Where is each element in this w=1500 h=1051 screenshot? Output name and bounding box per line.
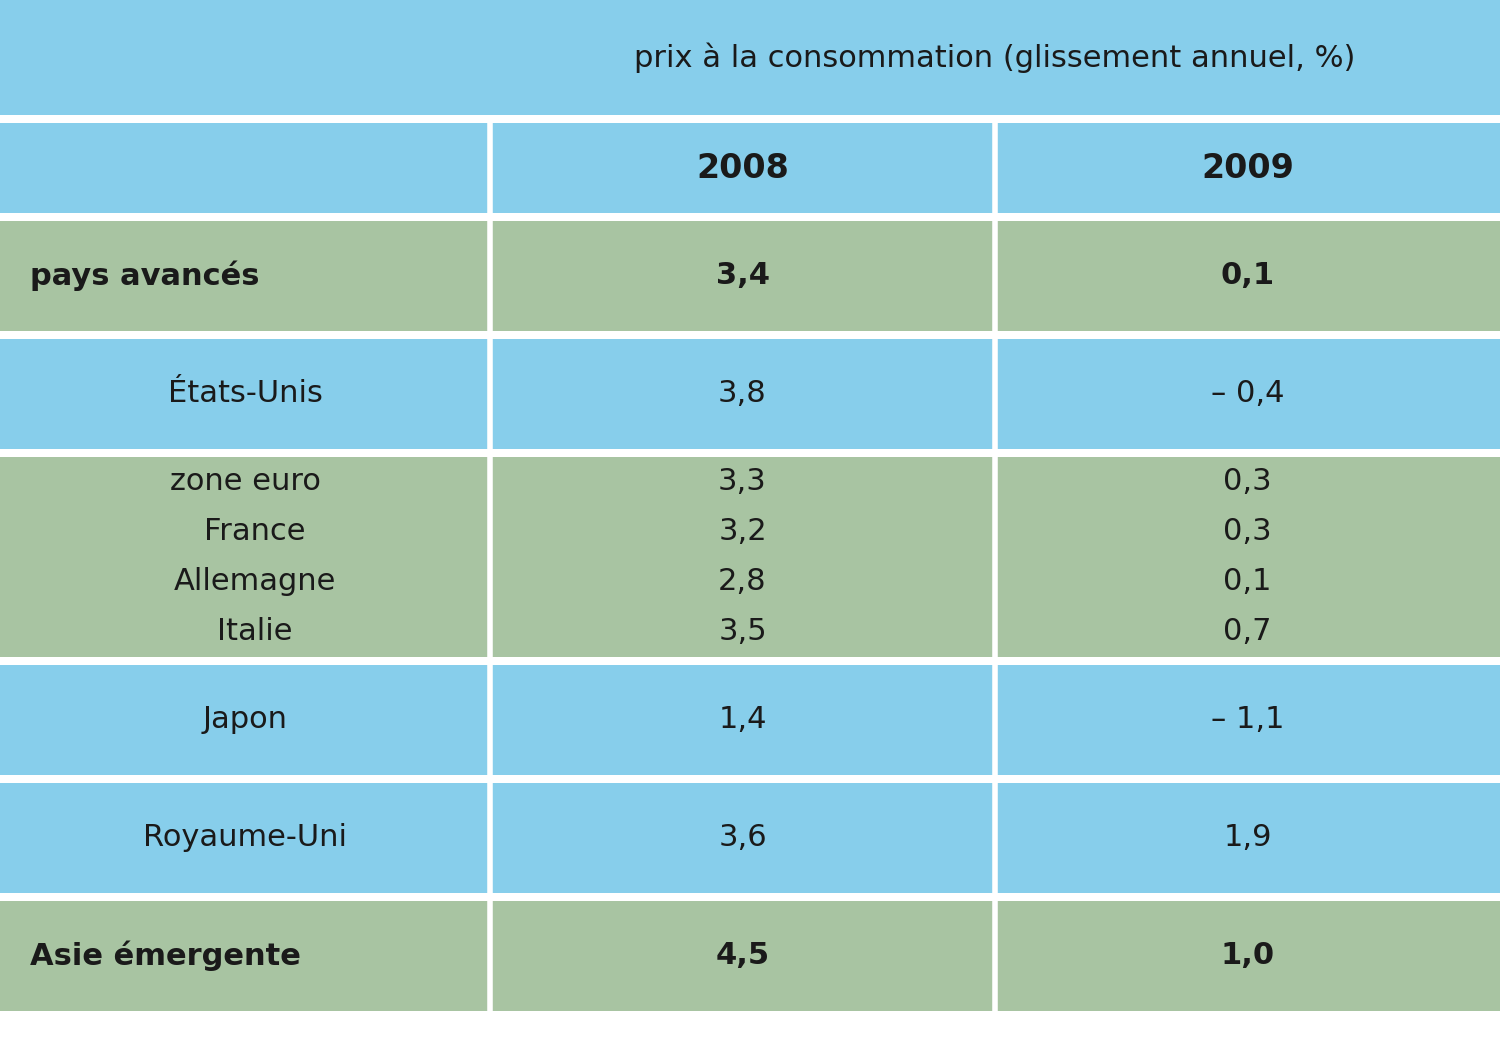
Text: prix à la consommation (glissement annuel, %): prix à la consommation (glissement annue… xyxy=(634,42,1356,73)
Text: 1,0: 1,0 xyxy=(1221,942,1275,970)
Text: États-Unis: États-Unis xyxy=(168,379,322,409)
Bar xyxy=(490,0,1500,115)
Bar xyxy=(490,339,994,449)
Bar xyxy=(0,657,1500,665)
Bar xyxy=(0,331,1500,339)
Bar xyxy=(0,901,490,1011)
Bar xyxy=(490,901,994,1011)
Text: 0,3: 0,3 xyxy=(1222,468,1272,496)
Text: Royaume-Uni: Royaume-Uni xyxy=(142,824,346,852)
Text: Asie émergente: Asie émergente xyxy=(30,941,302,971)
Text: 0,1: 0,1 xyxy=(1221,262,1275,290)
Bar xyxy=(0,449,1500,457)
Bar xyxy=(994,901,1500,1011)
Text: 3,3: 3,3 xyxy=(718,468,766,496)
Text: zone euro: zone euro xyxy=(170,468,321,496)
Text: 2,8: 2,8 xyxy=(718,568,766,597)
Bar xyxy=(0,115,1500,123)
Bar xyxy=(490,665,994,775)
Bar xyxy=(0,339,490,449)
Text: pays avancés: pays avancés xyxy=(30,261,260,291)
Text: 1,4: 1,4 xyxy=(718,705,766,735)
Text: 3,6: 3,6 xyxy=(718,824,766,852)
Text: 0,3: 0,3 xyxy=(1222,517,1272,547)
Bar xyxy=(994,339,1500,449)
Text: – 0,4: – 0,4 xyxy=(1210,379,1284,409)
Text: 2008: 2008 xyxy=(696,151,789,185)
Bar xyxy=(0,123,490,213)
Bar xyxy=(994,123,1500,213)
Text: 3,8: 3,8 xyxy=(718,379,766,409)
Bar xyxy=(0,457,490,657)
Bar xyxy=(0,0,490,115)
Text: 2009: 2009 xyxy=(1202,151,1294,185)
Bar xyxy=(0,775,1500,783)
Text: 3,5: 3,5 xyxy=(718,618,766,646)
Bar xyxy=(994,221,1500,331)
Bar xyxy=(994,665,1500,775)
Text: Allemagne: Allemagne xyxy=(174,568,336,597)
Text: 3,2: 3,2 xyxy=(718,517,766,547)
Bar xyxy=(0,783,490,893)
Bar xyxy=(0,213,1500,221)
Text: 0,1: 0,1 xyxy=(1224,568,1272,597)
Text: 3,4: 3,4 xyxy=(716,262,770,290)
Bar xyxy=(994,783,1500,893)
Bar xyxy=(0,221,490,331)
Bar xyxy=(490,783,994,893)
Text: 0,7: 0,7 xyxy=(1224,618,1272,646)
Text: France: France xyxy=(204,517,306,547)
Bar xyxy=(994,457,1500,657)
Bar xyxy=(490,221,994,331)
Bar xyxy=(0,893,1500,901)
Bar xyxy=(490,457,994,657)
Bar xyxy=(490,123,994,213)
Text: Japon: Japon xyxy=(202,705,288,735)
Bar xyxy=(0,665,490,775)
Text: 1,9: 1,9 xyxy=(1224,824,1272,852)
Text: 4,5: 4,5 xyxy=(716,942,770,970)
Text: – 1,1: – 1,1 xyxy=(1210,705,1284,735)
Text: Italie: Italie xyxy=(217,618,292,646)
